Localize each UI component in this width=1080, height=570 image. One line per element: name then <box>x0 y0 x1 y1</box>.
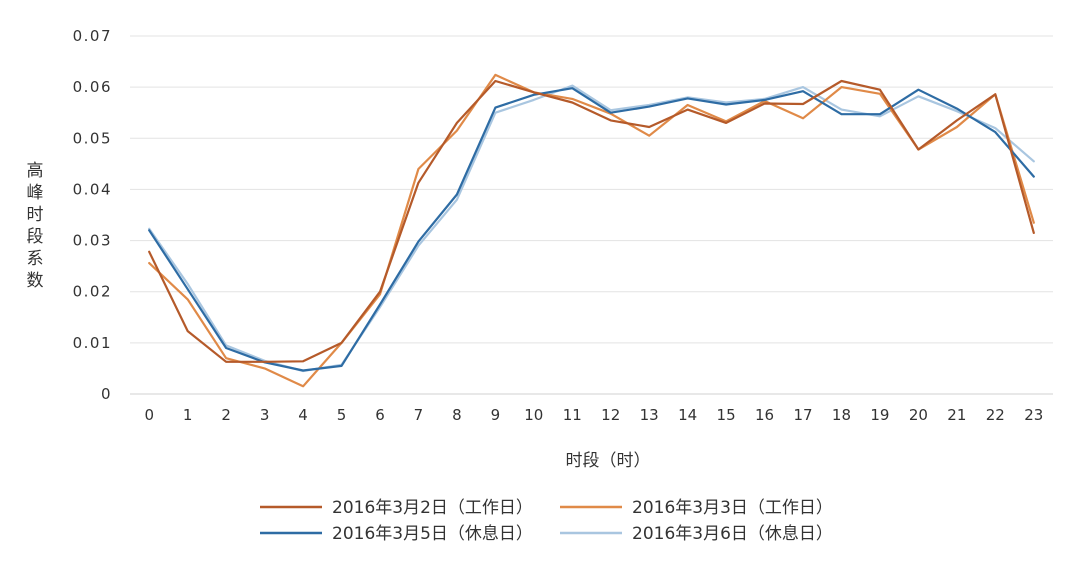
legend-label-0: 2016年3月2日（工作日） <box>332 498 533 518</box>
series-line-0 <box>148 79 1035 363</box>
y-tick-label: 0.03 <box>73 232 112 250</box>
y-axis-ticks: 0 0.01 0.02 0.03 0.04 0.05 0.06 0.07 <box>73 27 112 403</box>
series-line-3 <box>148 84 1035 373</box>
x-tick-label: 4 <box>298 406 308 424</box>
series-line-2 <box>148 87 1035 372</box>
gridlines <box>130 35 1053 395</box>
x-axis-title: 时段（时） <box>566 451 651 471</box>
x-tick-label: 10 <box>524 406 543 424</box>
legend-label-1: 2016年3月3日（工作日） <box>632 498 833 518</box>
x-tick-label: 2 <box>221 406 231 424</box>
y-axis-title-char: 峰 <box>27 183 44 203</box>
x-tick-label: 17 <box>793 406 812 424</box>
y-axis-title-char: 段 <box>27 227 44 247</box>
x-tick-label: 21 <box>947 406 966 424</box>
x-tick-label: 0 <box>144 406 154 424</box>
series-lines <box>148 73 1035 388</box>
y-tick-label: 0.02 <box>73 283 112 301</box>
x-tick-label: 8 <box>452 406 462 424</box>
x-tick-label: 9 <box>491 406 501 424</box>
x-tick-label: 11 <box>563 406 582 424</box>
series-line-1 <box>148 73 1035 388</box>
x-tick-label: 1 <box>183 406 193 424</box>
y-tick-label: 0.06 <box>73 78 112 96</box>
x-tick-label: 18 <box>832 406 851 424</box>
y-axis-title-char: 系 <box>27 249 44 269</box>
legend-label-2: 2016年3月5日（休息日） <box>332 524 533 544</box>
y-tick-label: 0.04 <box>73 180 112 198</box>
legend: 2016年3月2日（工作日） 2016年3月3日（工作日） 2016年3月5日（休息… <box>260 498 833 544</box>
x-tick-label: 12 <box>601 406 620 424</box>
y-tick-label: 0.07 <box>73 27 112 45</box>
x-tick-label: 7 <box>414 406 424 424</box>
x-tick-label: 3 <box>260 406 270 424</box>
x-tick-label: 16 <box>755 406 774 424</box>
y-tick-label: 0.05 <box>73 129 112 147</box>
y-axis-title-char: 时 <box>27 205 44 225</box>
legend-label-3: 2016年3月6日（休息日） <box>632 524 833 544</box>
x-tick-label: 19 <box>870 406 889 424</box>
x-tick-label: 13 <box>640 406 659 424</box>
x-tick-label: 14 <box>678 406 697 424</box>
x-tick-label: 6 <box>375 406 385 424</box>
x-tick-label: 5 <box>337 406 347 424</box>
y-axis-title-char: 数 <box>27 271 44 291</box>
x-tick-label: 23 <box>1024 406 1043 424</box>
x-tick-label: 15 <box>717 406 736 424</box>
y-axis-title-char: 高 <box>27 161 44 181</box>
x-axis-ticks: 0 1 2 3 4 5 6 7 8 9 10 11 12 13 14 15 16 17 18 19 20 21 22 23 <box>144 406 1043 424</box>
x-tick-label: 22 <box>986 406 1005 424</box>
y-tick-label: 0.01 <box>73 334 112 352</box>
y-tick-label: 0 <box>101 385 112 403</box>
x-tick-label: 20 <box>909 406 928 424</box>
